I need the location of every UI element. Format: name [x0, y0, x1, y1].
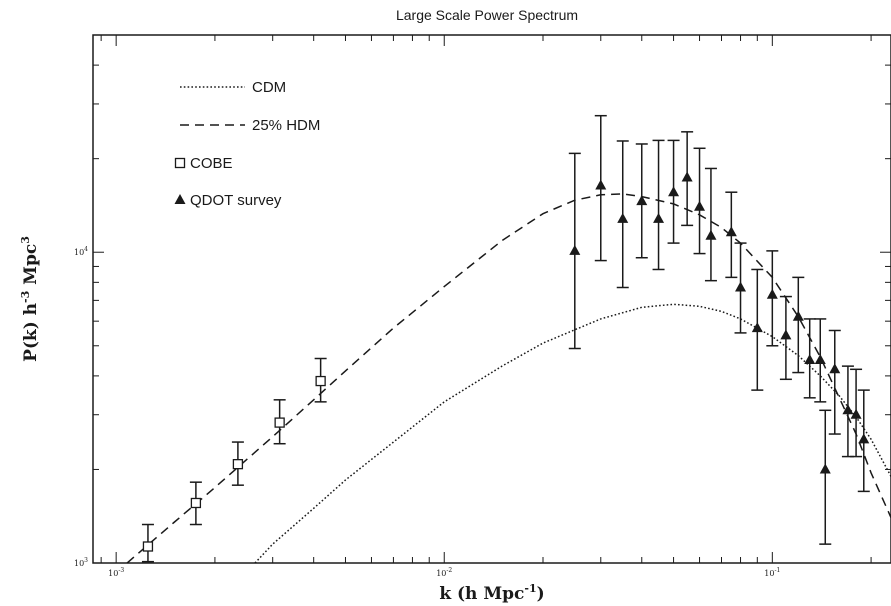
legend: CDM 25% HDM COBE QDOT survey — [174, 79, 320, 209]
qdot-survey-point — [766, 288, 778, 299]
plot-frame — [92, 34, 891, 564]
legend-swatch-cobe — [174, 157, 186, 169]
x-tick-label: 10-3 — [108, 567, 124, 578]
y-tick-label: 103 — [74, 557, 88, 568]
qdot-survey-point — [814, 353, 826, 364]
y-axis-label: P(k) h-3 Mpc3 — [19, 236, 41, 362]
qdot-survey-point — [617, 212, 629, 223]
qdot-survey-point — [804, 353, 816, 364]
curve-cdm — [254, 303, 891, 564]
qdot-survey-point — [819, 463, 831, 474]
cobe-point — [232, 459, 244, 470]
qdot-survey-point — [636, 195, 648, 206]
x-axis-label: k (h Mpc-1) — [439, 582, 544, 604]
qdot-survey-point — [668, 186, 680, 197]
legend-swatch-qdot-survey — [174, 194, 186, 204]
cobe-point — [315, 375, 326, 387]
cobe-point — [142, 541, 154, 552]
qdot-survey-point — [780, 329, 792, 340]
qdot-survey-point — [792, 310, 804, 321]
model-curves — [126, 193, 891, 564]
legend-label-cobe: COBE — [190, 155, 233, 172]
y-tick-label: 104 — [74, 246, 88, 257]
qdot-survey-point — [725, 226, 737, 237]
legend-label-qdot-survey: QDOT survey — [190, 192, 282, 209]
chart-title: Large Scale Power Spectrum — [396, 7, 578, 23]
x-tick-label: 10-1 — [764, 567, 780, 578]
qdot-survey-point — [850, 408, 862, 419]
legend-label-cdm: CDM — [252, 79, 286, 96]
x-tick-label: 10-2 — [436, 567, 452, 578]
qdot-survey-point — [705, 229, 717, 240]
qdot-survey-point — [842, 404, 854, 415]
qdot-survey-point — [694, 200, 706, 211]
legend-label-25-hdm: 25% HDM — [252, 117, 320, 134]
cobe-point — [274, 417, 285, 428]
axis-tick-labels: 10-3 10-2 10-1 103 104 — [74, 246, 780, 578]
qdot-survey-point — [653, 212, 665, 223]
data-points — [141, 114, 870, 563]
qdot-survey-point — [858, 433, 870, 444]
qdot-survey-point — [681, 171, 693, 182]
curve-25-hdm — [126, 193, 891, 564]
cobe-point — [190, 497, 202, 509]
qdot-survey-point — [829, 363, 841, 374]
qdot-survey-point — [751, 322, 763, 333]
qdot-survey-point — [595, 179, 607, 190]
qdot-survey-point — [569, 244, 581, 255]
qdot-survey-point — [735, 281, 747, 292]
axis-ticks — [93, 34, 891, 564]
